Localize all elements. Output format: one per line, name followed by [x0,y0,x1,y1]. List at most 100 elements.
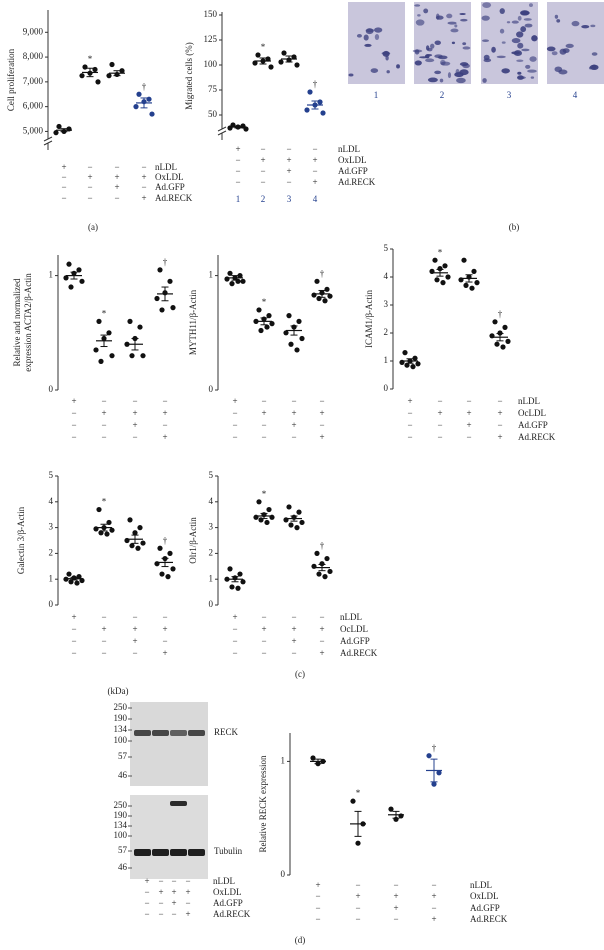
data-point [167,278,173,284]
cell-blob [530,76,535,79]
condition-sign: − [261,396,266,406]
cell-blob [499,28,505,34]
condition-sign: − [315,914,320,924]
data-point [167,550,173,557]
blot-label: Tubulin [214,846,243,856]
condition-sign: − [407,432,412,442]
condition-sign: + [232,396,237,406]
cell-blob [511,37,521,44]
data-point [255,52,261,58]
data-point [98,530,104,536]
data-point [264,324,270,330]
condition-sign: + [61,162,66,172]
cell-blob [529,3,533,7]
data-point [132,530,138,536]
condition-sign: + [431,914,436,924]
condition-sign: + [132,624,137,634]
condition-sign: + [291,420,296,430]
data-point [436,770,442,776]
y-tick-label: 125 [204,34,218,44]
condition-name: OxLDL [338,155,367,165]
condition-sign: + [162,648,167,658]
condition-sign: + [319,624,324,634]
data-point [432,257,438,263]
marker-label: 100 [114,735,128,745]
condition-sign: + [431,891,436,901]
data-point [63,275,69,281]
y-axis-label: Relative and normalized [12,278,22,366]
condition-sign: − [71,648,76,658]
cell-blob [364,43,372,47]
condition-sign: + [141,193,146,203]
marker-label: 46 [118,770,128,780]
condition-name: OcLDL [340,624,368,634]
condition-sign: − [291,648,296,658]
significance-mark: * [262,297,267,307]
condition-sign: + [291,636,296,646]
condition-sign: + [132,408,137,418]
micrograph [547,2,604,84]
data-point [294,525,300,531]
condition-sign: + [319,432,324,442]
condition-sign: − [87,162,92,172]
y-tick-label: 1 [384,355,389,365]
data-point [463,282,469,288]
cell-blob [396,64,400,69]
micrograph-label: 1 [374,90,379,100]
data-point [296,318,302,324]
cell-blob [562,48,570,54]
data-point [135,545,141,551]
condition-sign: − [87,182,92,192]
marker-label: 134 [114,724,128,734]
condition-sign: − [61,172,66,182]
data-point [149,111,155,117]
cell-blob [482,39,489,43]
data-point [237,571,243,577]
data-point [106,330,112,336]
data-point [96,318,102,324]
cell-blob [423,8,429,14]
data-point [494,341,500,347]
cell-blob [520,26,527,33]
data-point [319,561,325,567]
condition-sign: − [319,396,324,406]
cell-blob [459,12,466,16]
condition-name: Ad.RECK [155,193,193,203]
cell-blob [447,21,457,25]
cell-blob [365,28,374,35]
data-point [98,358,104,364]
cell-blob [591,52,598,56]
cell-blob [571,20,580,27]
condition-name: OcLDL [518,408,546,418]
data-point [229,584,235,590]
condition-sign: − [71,636,76,646]
condition-sign: + [114,182,119,192]
y-tick-label: 9,000 [23,26,44,36]
condition-sign: − [71,432,76,442]
condition-sign: + [158,887,163,897]
cell-blob [382,50,390,57]
significance-mark: † [320,268,325,278]
data-point [136,91,142,97]
y-tick-label: 1 [49,270,54,280]
data-point [106,519,112,526]
cell-blob [462,46,471,50]
data-point [240,579,246,585]
y-axis-label: Cell proliferation [6,48,16,111]
condition-sign: − [407,408,412,418]
condition-sign: − [319,420,324,430]
axis-break [43,140,53,146]
condition-sign: − [185,876,190,886]
data-point [170,305,176,311]
group-number: 4 [313,194,318,204]
blot-band [170,801,187,806]
cell-blob [412,49,423,53]
data-point [269,321,275,327]
y-tick-label: 50 [208,109,218,119]
axis-break [43,136,53,142]
data-point [314,550,320,557]
cell-blob [511,20,519,24]
condition-sign: − [497,396,502,406]
cell-blob [435,15,444,20]
condition-sign: + [261,624,266,634]
